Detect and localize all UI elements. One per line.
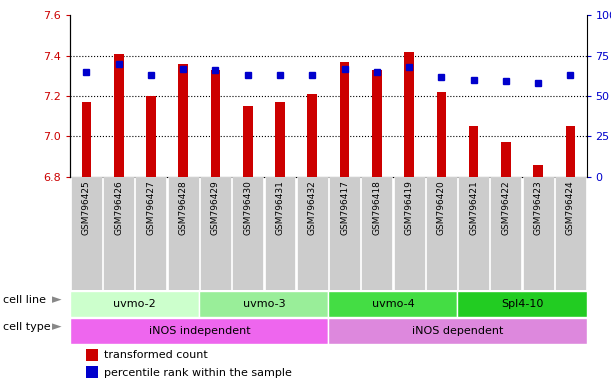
Bar: [70, 318, 329, 344]
Text: GSM796425: GSM796425: [82, 180, 91, 235]
Text: Spl4-10: Spl4-10: [501, 299, 543, 309]
Bar: [458, 291, 587, 317]
Bar: [243, 106, 252, 177]
Bar: [146, 96, 156, 177]
Text: iNOS independent: iNOS independent: [148, 326, 250, 336]
Text: cell line: cell line: [3, 295, 46, 305]
Bar: [71, 177, 102, 290]
Bar: [211, 70, 221, 177]
Bar: [533, 165, 543, 177]
Bar: [329, 318, 587, 344]
Text: GSM796430: GSM796430: [243, 180, 252, 235]
Bar: [103, 177, 134, 290]
Bar: [522, 177, 554, 290]
Bar: [329, 291, 458, 317]
Text: uvmo-2: uvmo-2: [114, 299, 156, 309]
Text: GSM796423: GSM796423: [533, 180, 543, 235]
Text: cell type: cell type: [3, 322, 51, 332]
Text: uvmo-3: uvmo-3: [243, 299, 285, 309]
Bar: [200, 177, 231, 290]
Bar: [566, 126, 576, 177]
Bar: [426, 177, 457, 290]
Bar: [340, 62, 349, 177]
Text: GSM796427: GSM796427: [147, 180, 155, 235]
Bar: [469, 126, 478, 177]
Bar: [136, 177, 166, 290]
Bar: [393, 177, 425, 290]
Bar: [70, 291, 199, 317]
Text: GSM796417: GSM796417: [340, 180, 349, 235]
Bar: [232, 177, 263, 290]
Bar: [86, 366, 98, 379]
Text: GSM796428: GSM796428: [178, 180, 188, 235]
Text: GSM796426: GSM796426: [114, 180, 123, 235]
Bar: [297, 177, 327, 290]
Bar: [555, 177, 586, 290]
Bar: [361, 177, 392, 290]
Text: ►: ►: [52, 293, 62, 306]
Text: GSM796431: GSM796431: [276, 180, 285, 235]
Text: GSM796418: GSM796418: [372, 180, 381, 235]
Text: GSM796424: GSM796424: [566, 180, 575, 235]
Text: iNOS dependent: iNOS dependent: [412, 326, 503, 336]
Text: GSM796422: GSM796422: [502, 180, 510, 235]
Bar: [265, 177, 296, 290]
Bar: [167, 177, 199, 290]
Bar: [178, 64, 188, 177]
Text: GSM796419: GSM796419: [404, 180, 414, 235]
Bar: [199, 291, 329, 317]
Bar: [404, 52, 414, 177]
Text: GSM796420: GSM796420: [437, 180, 446, 235]
Bar: [491, 177, 521, 290]
Text: uvmo-4: uvmo-4: [371, 299, 414, 309]
Bar: [329, 177, 360, 290]
Bar: [81, 102, 91, 177]
Text: GSM796429: GSM796429: [211, 180, 220, 235]
Bar: [114, 54, 123, 177]
Bar: [501, 142, 511, 177]
Bar: [372, 70, 382, 177]
Bar: [86, 349, 98, 361]
Text: percentile rank within the sample: percentile rank within the sample: [104, 367, 291, 377]
Bar: [436, 92, 446, 177]
Bar: [307, 94, 317, 177]
Text: GSM796432: GSM796432: [308, 180, 316, 235]
Bar: [275, 102, 285, 177]
Text: GSM796421: GSM796421: [469, 180, 478, 235]
Bar: [458, 177, 489, 290]
Text: ►: ►: [52, 320, 62, 333]
Text: transformed count: transformed count: [104, 350, 208, 360]
